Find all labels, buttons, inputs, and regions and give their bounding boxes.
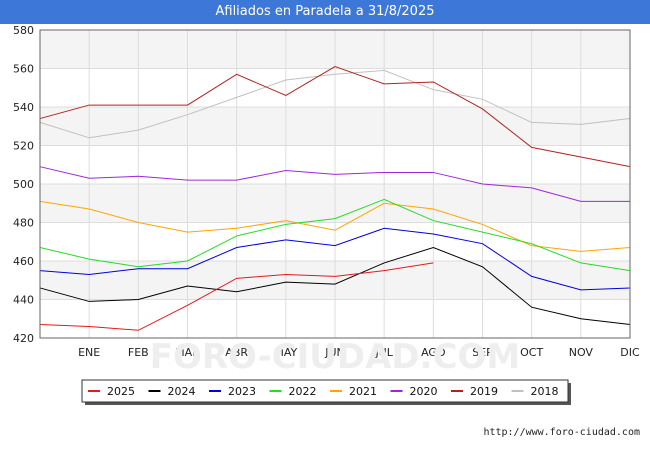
x-tick-label: DIC bbox=[620, 346, 640, 359]
x-tick-label: OCT bbox=[520, 346, 543, 359]
series-line-2020 bbox=[39, 166, 630, 202]
x-tick-label: FEB bbox=[128, 346, 149, 359]
x-tick-label: AGO bbox=[421, 346, 446, 359]
x-tick-label: ABR bbox=[225, 346, 248, 359]
watermark: FORO-CIUDAD.COM bbox=[150, 337, 521, 377]
series-line-2024 bbox=[39, 246, 631, 326]
legend-label-2025: 2025 bbox=[107, 385, 135, 398]
y-tick-label: 540 bbox=[13, 101, 34, 114]
y-tick-label: 420 bbox=[13, 332, 34, 345]
y-tick-label: 560 bbox=[13, 63, 34, 76]
x-tick-label: JUN bbox=[324, 346, 345, 359]
x-tick-label: ENE bbox=[78, 346, 100, 359]
series-line-2018 bbox=[39, 69, 631, 139]
legend-label-2018: 2018 bbox=[531, 385, 559, 398]
legend-label-2020: 2020 bbox=[410, 385, 438, 398]
y-tick-label: 460 bbox=[13, 255, 34, 268]
x-tick-label: NOV bbox=[569, 346, 594, 359]
legend-label-2024: 2024 bbox=[168, 385, 196, 398]
y-tick-label: 500 bbox=[13, 178, 34, 191]
legend-box bbox=[81, 379, 569, 403]
y-tick-label: 520 bbox=[13, 140, 34, 153]
series-line-2022 bbox=[39, 198, 631, 272]
legend-label-2023: 2023 bbox=[228, 385, 256, 398]
legend-label-2021: 2021 bbox=[349, 385, 377, 398]
legend: 2025 2024 2023 2022 2021 2020 2019 2018 bbox=[81, 379, 569, 403]
plot-frame bbox=[39, 29, 631, 339]
y-tick-label: 440 bbox=[13, 294, 34, 307]
series-line-2021 bbox=[39, 200, 631, 252]
x-tick-label: SEP bbox=[472, 346, 493, 359]
series-line-2025 bbox=[39, 262, 434, 331]
y-tick-label: 480 bbox=[13, 217, 34, 230]
x-tick-label: MAY bbox=[274, 346, 297, 359]
y-tick-label: 580 bbox=[13, 24, 34, 37]
legend-label-2019: 2019 bbox=[470, 385, 498, 398]
chart-title: Afiliados en Paradela a 31/8/2025 bbox=[0, 0, 650, 24]
x-tick-label: MAR bbox=[175, 346, 200, 359]
series-line-2023 bbox=[39, 227, 631, 291]
series-line-2019 bbox=[39, 66, 631, 168]
source-link[interactable]: http://www.foro-ciudad.com bbox=[483, 427, 640, 438]
legend-label-2022: 2022 bbox=[289, 385, 317, 398]
x-tick-label: JUL bbox=[374, 346, 393, 359]
